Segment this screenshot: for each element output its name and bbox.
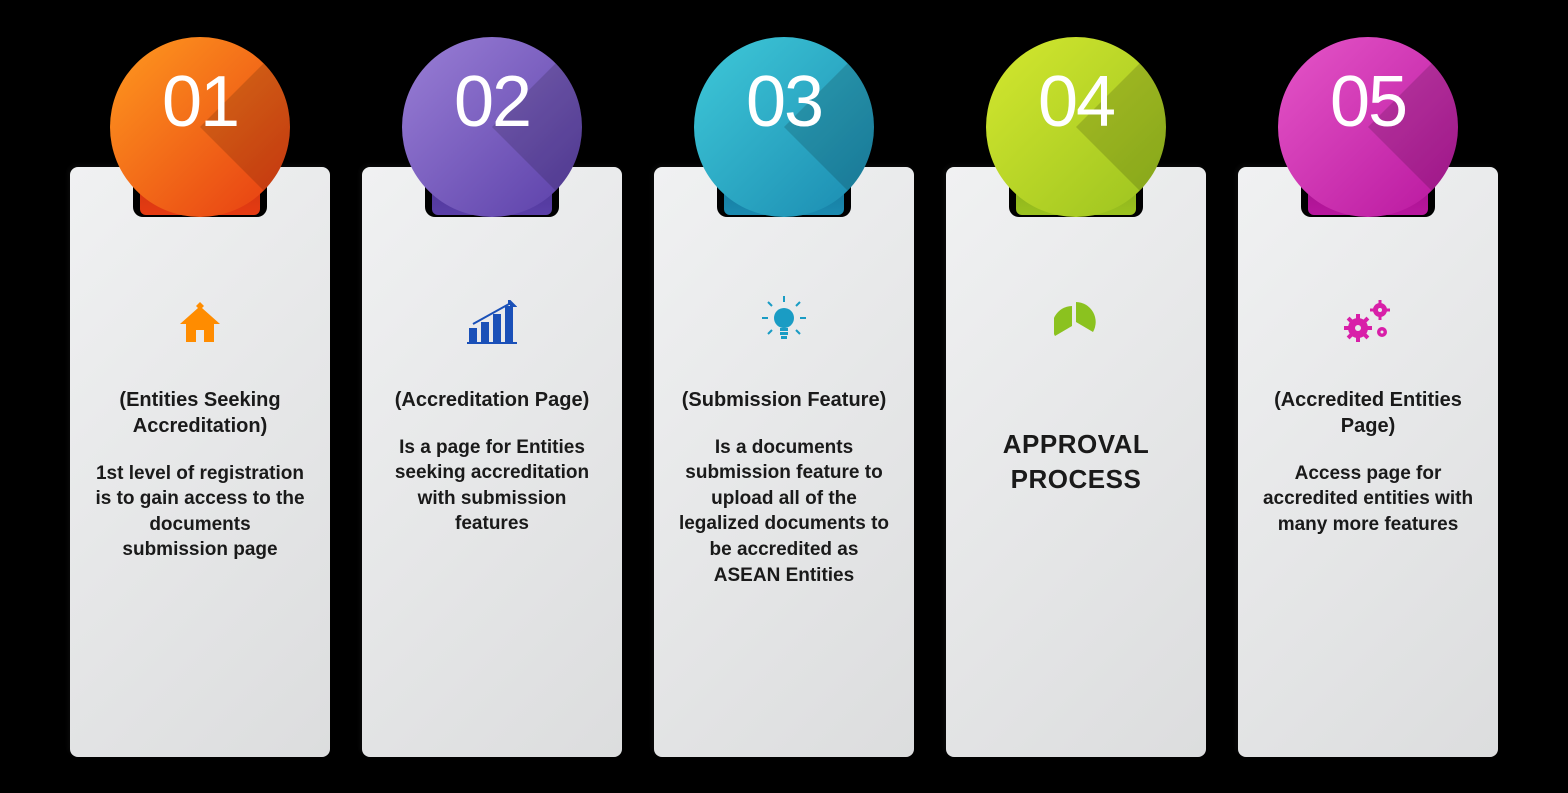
step-subtitle: (Accredited Entities Page) — [1262, 387, 1474, 439]
step-4: 04 APPROVAL PROCESS — [946, 37, 1206, 757]
step-tab: 03 — [684, 37, 884, 197]
step-content: (Submission Feature) Is a documents submi… — [678, 387, 890, 589]
step-description: Is a page for Entities seeking accredita… — [386, 435, 598, 538]
step-content: (Entities Seeking Accreditation) 1st leve… — [94, 387, 306, 564]
pie-icon — [1054, 277, 1098, 367]
step-content: (Accreditation Page) Is a page for Entiti… — [386, 387, 598, 538]
lightbulb-icon — [762, 277, 806, 367]
step-description: 1st level of registrationis to gain acce… — [94, 461, 306, 564]
step-circle: 03 — [694, 37, 874, 217]
infographic-container: 01 (Entities Seeking Accreditation) 1st le… — [10, 17, 1558, 777]
step-big-title: APPROVAL PROCESS — [970, 427, 1182, 497]
step-tab: 02 — [392, 37, 592, 197]
step-circle: 04 — [986, 37, 1166, 217]
step-content: (Accredited Entities Page) Access page fo… — [1262, 387, 1474, 538]
step-card: (Entities Seeking Accreditation) 1st leve… — [70, 167, 330, 757]
bar-chart-icon — [467, 277, 517, 367]
step-subtitle: (Accreditation Page) — [386, 387, 598, 413]
step-content: APPROVAL PROCESS — [970, 387, 1182, 497]
home-icon — [176, 277, 224, 367]
step-tab: 01 — [100, 37, 300, 197]
step-card: (Accreditation Page) Is a page for Entiti… — [362, 167, 622, 757]
step-3: 03 (Submission Feature) Is a documents sub… — [654, 37, 914, 757]
step-circle: 02 — [402, 37, 582, 217]
step-number: 04 — [1038, 61, 1114, 143]
step-description: Is a documents submission feature to upl… — [678, 435, 890, 589]
step-number: 03 — [746, 61, 822, 143]
step-tab: 05 — [1268, 37, 1468, 197]
step-subtitle: (Submission Feature) — [678, 387, 890, 413]
step-card: APPROVAL PROCESS — [946, 167, 1206, 757]
step-number: 02 — [454, 61, 530, 143]
step-1: 01 (Entities Seeking Accreditation) 1st le… — [70, 37, 330, 757]
step-5: 05 (Accredited Entities Page) Access page … — [1238, 37, 1498, 757]
step-card: (Accredited Entities Page) Access page fo… — [1238, 167, 1498, 757]
step-number: 01 — [162, 61, 238, 143]
step-2: 02 (Accreditation Page) Is a page for Enti… — [362, 37, 622, 757]
step-card: (Submission Feature) Is a documents submi… — [654, 167, 914, 757]
step-tab: 04 — [976, 37, 1176, 197]
step-circle: 01 — [110, 37, 290, 217]
step-description: Access page for accredited entities with… — [1262, 461, 1474, 538]
step-number: 05 — [1330, 61, 1406, 143]
step-circle: 05 — [1278, 37, 1458, 217]
gears-icon — [1342, 277, 1394, 367]
step-subtitle: (Entities Seeking Accreditation) — [94, 387, 306, 439]
